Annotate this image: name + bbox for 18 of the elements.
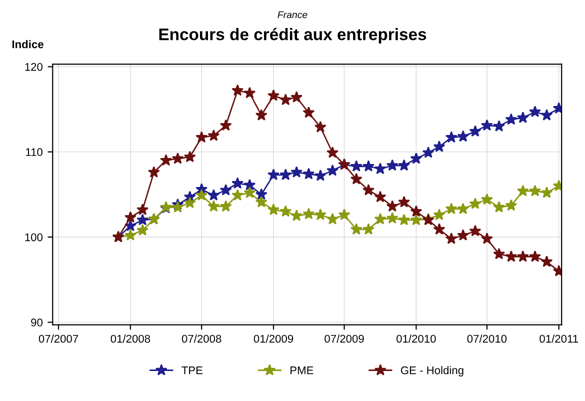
y-tick-label: 120	[25, 62, 42, 71]
legend-label: GE - Holding	[400, 366, 464, 376]
legend-label: PME	[290, 366, 314, 374]
x-tick-label: 07/2009	[324, 334, 364, 343]
x-tick-label: 07/2010	[467, 334, 507, 343]
x-tick-label: 07/2007	[38, 334, 78, 343]
x-tick-label: 01/2008	[110, 334, 150, 343]
chart-title: Encours de crédit aux entreprises	[159, 28, 426, 44]
y-tick-label: 90	[31, 318, 42, 326]
chart-subtitle: France	[278, 11, 308, 18]
y-tick-label: 100	[25, 233, 42, 242]
legend-label: TPE	[182, 366, 202, 374]
x-tick-label: 01/2011	[540, 334, 578, 343]
x-tick-label: 07/2008	[182, 334, 222, 343]
x-tick-label: 01/2010	[396, 334, 436, 343]
x-tick-label: 01/2009	[254, 334, 294, 343]
y-axis-title: Indice	[12, 40, 44, 48]
y-tick-label: 110	[26, 148, 42, 156]
